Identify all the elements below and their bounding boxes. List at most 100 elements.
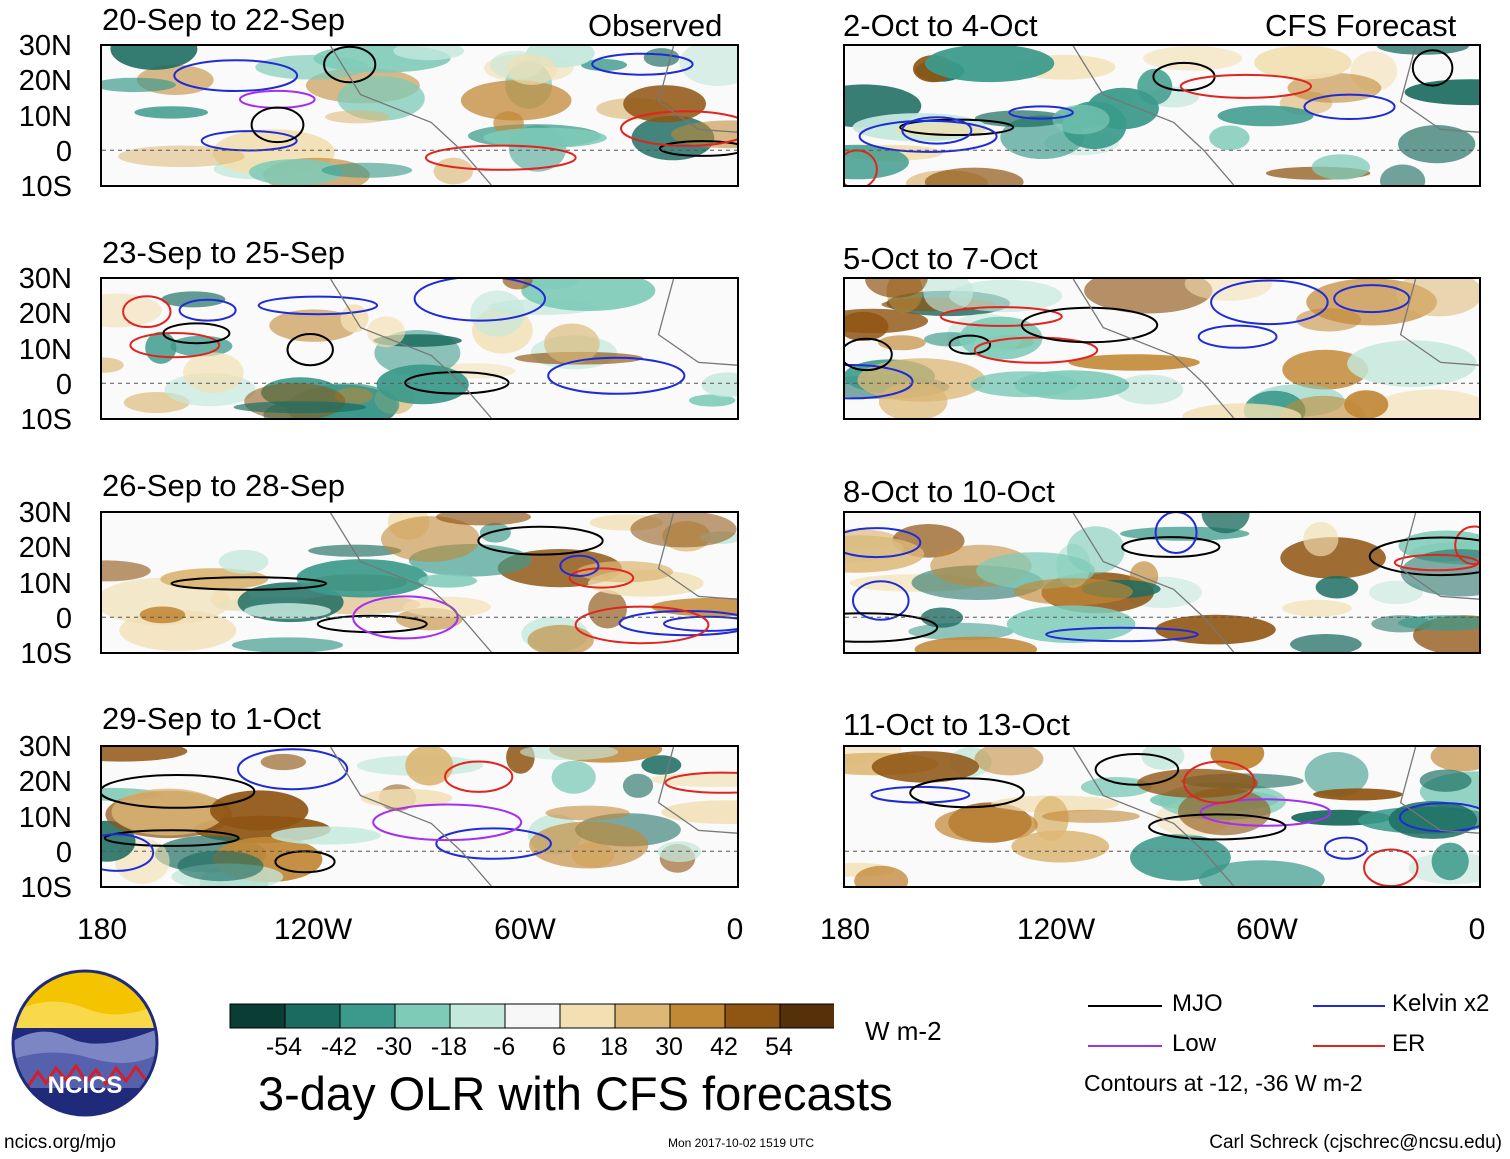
wave-contour	[237, 748, 349, 791]
colorbar-label: 42	[710, 1033, 738, 1061]
olr-anomaly	[321, 162, 413, 178]
wave-contour	[909, 777, 1025, 809]
wave-contour	[845, 149, 878, 185]
olr-anomaly	[974, 747, 1044, 776]
panel-title-fc-4: 11-Oct to 13-Oct	[843, 707, 1070, 742]
olr-anomaly	[160, 568, 269, 590]
olr-anomaly	[1199, 860, 1325, 886]
panel-title-obs-3: 26-Sep to 28-Sep	[102, 468, 346, 503]
olr-anomaly	[479, 523, 511, 543]
coastline	[330, 46, 737, 185]
wave-contour	[663, 615, 737, 632]
map-panel-fc-4	[843, 745, 1481, 888]
olr-anomaly	[924, 167, 1024, 185]
olr-anomaly	[139, 606, 186, 624]
colorbar-label: -42	[320, 1033, 358, 1061]
colorbar-label: 18	[600, 1033, 628, 1061]
olr-anomaly	[183, 352, 244, 393]
lat-label: 0	[55, 136, 72, 168]
wave-contour	[1020, 306, 1159, 344]
wave-contour	[323, 46, 377, 84]
colorbar-label: -18	[430, 1033, 468, 1061]
wave-contour	[286, 333, 334, 367]
wave-contour	[1121, 536, 1221, 558]
coastline	[1072, 279, 1479, 418]
olr-anomaly	[269, 309, 359, 342]
olr-anomaly	[102, 293, 162, 328]
olr-field	[102, 747, 737, 886]
lon-label-obs: 120W	[273, 913, 353, 946]
olr-anomaly	[641, 755, 682, 775]
olr-anomaly	[470, 290, 525, 337]
olr-anomaly	[506, 53, 557, 85]
olr-anomaly	[630, 513, 737, 548]
olr-anomaly	[1014, 578, 1133, 606]
olr-field	[845, 513, 1479, 652]
olr-anomaly	[1115, 374, 1184, 405]
main-title: 3-day OLR with CFS forecasts	[258, 1067, 893, 1120]
wave-contour	[1411, 49, 1454, 87]
wave-contour	[547, 356, 686, 395]
units-label: W m-2	[865, 1016, 942, 1046]
olr-anomaly	[1281, 395, 1366, 418]
olr-anomaly	[231, 637, 344, 652]
wave-contour	[845, 612, 939, 643]
olr-anomaly	[308, 544, 402, 557]
olr-anomaly	[1303, 521, 1339, 557]
wave-contour	[845, 527, 922, 559]
olr-anomaly	[1404, 79, 1479, 106]
wave-contour	[316, 614, 428, 634]
footer-timestamp: Mon 2017-10-02 1519 UTC	[668, 1136, 815, 1150]
wave-contour	[973, 336, 1099, 364]
wave-contour	[1393, 553, 1479, 572]
map-panel-fc-2	[843, 277, 1481, 420]
wave-contour	[664, 771, 737, 794]
forecast-tag: CFS Forecast	[1265, 8, 1457, 43]
footer-url[interactable]: ncics.org/mjo	[4, 1132, 116, 1153]
wave-contour	[1154, 513, 1198, 554]
legend-line-low	[1088, 1045, 1162, 1047]
olr-anomaly	[1431, 842, 1469, 881]
olr-anomaly	[845, 311, 889, 341]
olr-anomaly	[845, 535, 925, 573]
olr-field	[102, 279, 737, 418]
wave-contour	[1368, 536, 1479, 577]
colorbar-label: -54	[265, 1033, 303, 1061]
coastline	[330, 513, 737, 652]
lon-label-fc: 0	[1468, 913, 1486, 946]
colorbar-label: 54	[765, 1033, 793, 1061]
colorbar-label: -30	[375, 1033, 413, 1061]
lat-label: 30N	[18, 497, 72, 529]
olr-anomaly	[1398, 615, 1479, 631]
olr-anomaly	[1201, 513, 1250, 534]
panel-title-obs-4: 29-Sep to 1-Oct	[102, 701, 321, 736]
lon-label-obs: 0	[726, 913, 744, 946]
olr-anomaly	[970, 371, 1078, 398]
olr-anomaly	[403, 596, 491, 618]
lat-label: 30N	[18, 731, 72, 763]
olr-anomaly	[545, 805, 630, 821]
olr-anomaly	[923, 279, 974, 313]
olr-anomaly	[1419, 769, 1472, 792]
olr-anomaly	[1042, 809, 1140, 823]
olr-anomaly	[914, 636, 1038, 652]
colorbar-swatch	[669, 1003, 726, 1029]
olr-anomaly	[102, 747, 188, 762]
lat-label: 10S	[20, 638, 72, 670]
olr-anomaly	[529, 821, 649, 869]
olr-anomaly	[908, 622, 1014, 641]
wave-contour	[250, 106, 305, 144]
lat-label: 10N	[18, 101, 72, 133]
lat-label: 20N	[18, 298, 72, 330]
olr-anomaly	[325, 110, 390, 124]
wave-contour	[858, 119, 998, 153]
lat-label: 20N	[18, 65, 72, 97]
olr-anomaly	[1347, 340, 1477, 387]
lat-label: 0	[55, 837, 72, 869]
olr-anomaly	[367, 316, 406, 348]
olr-anomaly	[1006, 605, 1136, 643]
map-panel-fc-1	[843, 44, 1481, 187]
olr-anomaly	[521, 279, 656, 311]
wave-contour	[1008, 105, 1074, 120]
olr-anomaly	[260, 753, 306, 771]
